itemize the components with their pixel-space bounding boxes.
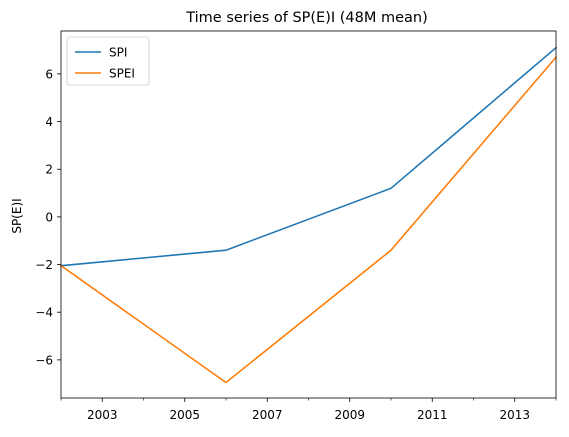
series-line-spi xyxy=(60,46,558,267)
x-tick-label: 2013 xyxy=(499,408,530,422)
y-tick-label: −4 xyxy=(35,306,53,320)
legend: SPI SPEI xyxy=(66,36,150,86)
chart-title: Time series of SP(E)I (48M mean) xyxy=(185,10,428,26)
series-line-spei xyxy=(59,56,558,384)
series-lines xyxy=(59,46,558,384)
legend-box xyxy=(66,36,150,86)
x-tick-label: 2011 xyxy=(417,408,448,422)
x-tick-label: 2009 xyxy=(334,408,365,422)
plot-frame xyxy=(60,30,557,399)
plot-area xyxy=(61,31,556,398)
y-tick-label: 0 xyxy=(45,210,53,224)
x-tick-label: 2005 xyxy=(169,408,200,422)
y-tick-label: −6 xyxy=(35,353,53,367)
plot-background xyxy=(61,31,556,398)
y-tick-label: 4 xyxy=(45,115,53,129)
x-tick-label: 2007 xyxy=(252,408,283,422)
legend-label-spi: SPI xyxy=(109,46,127,60)
axes: −6 −4 −2 0 2 4 6 2003 2005 2007 2009 2011 2013 xyxy=(35,30,557,422)
x-tick-label: 2003 xyxy=(87,408,118,422)
y-tick-label: 2 xyxy=(45,163,53,177)
legend-label-spei: SPEI xyxy=(109,67,135,81)
y-axis-label: SP(E)I xyxy=(10,198,24,233)
y-tick-label: −2 xyxy=(35,258,53,272)
y-tick-label: 6 xyxy=(45,67,53,81)
